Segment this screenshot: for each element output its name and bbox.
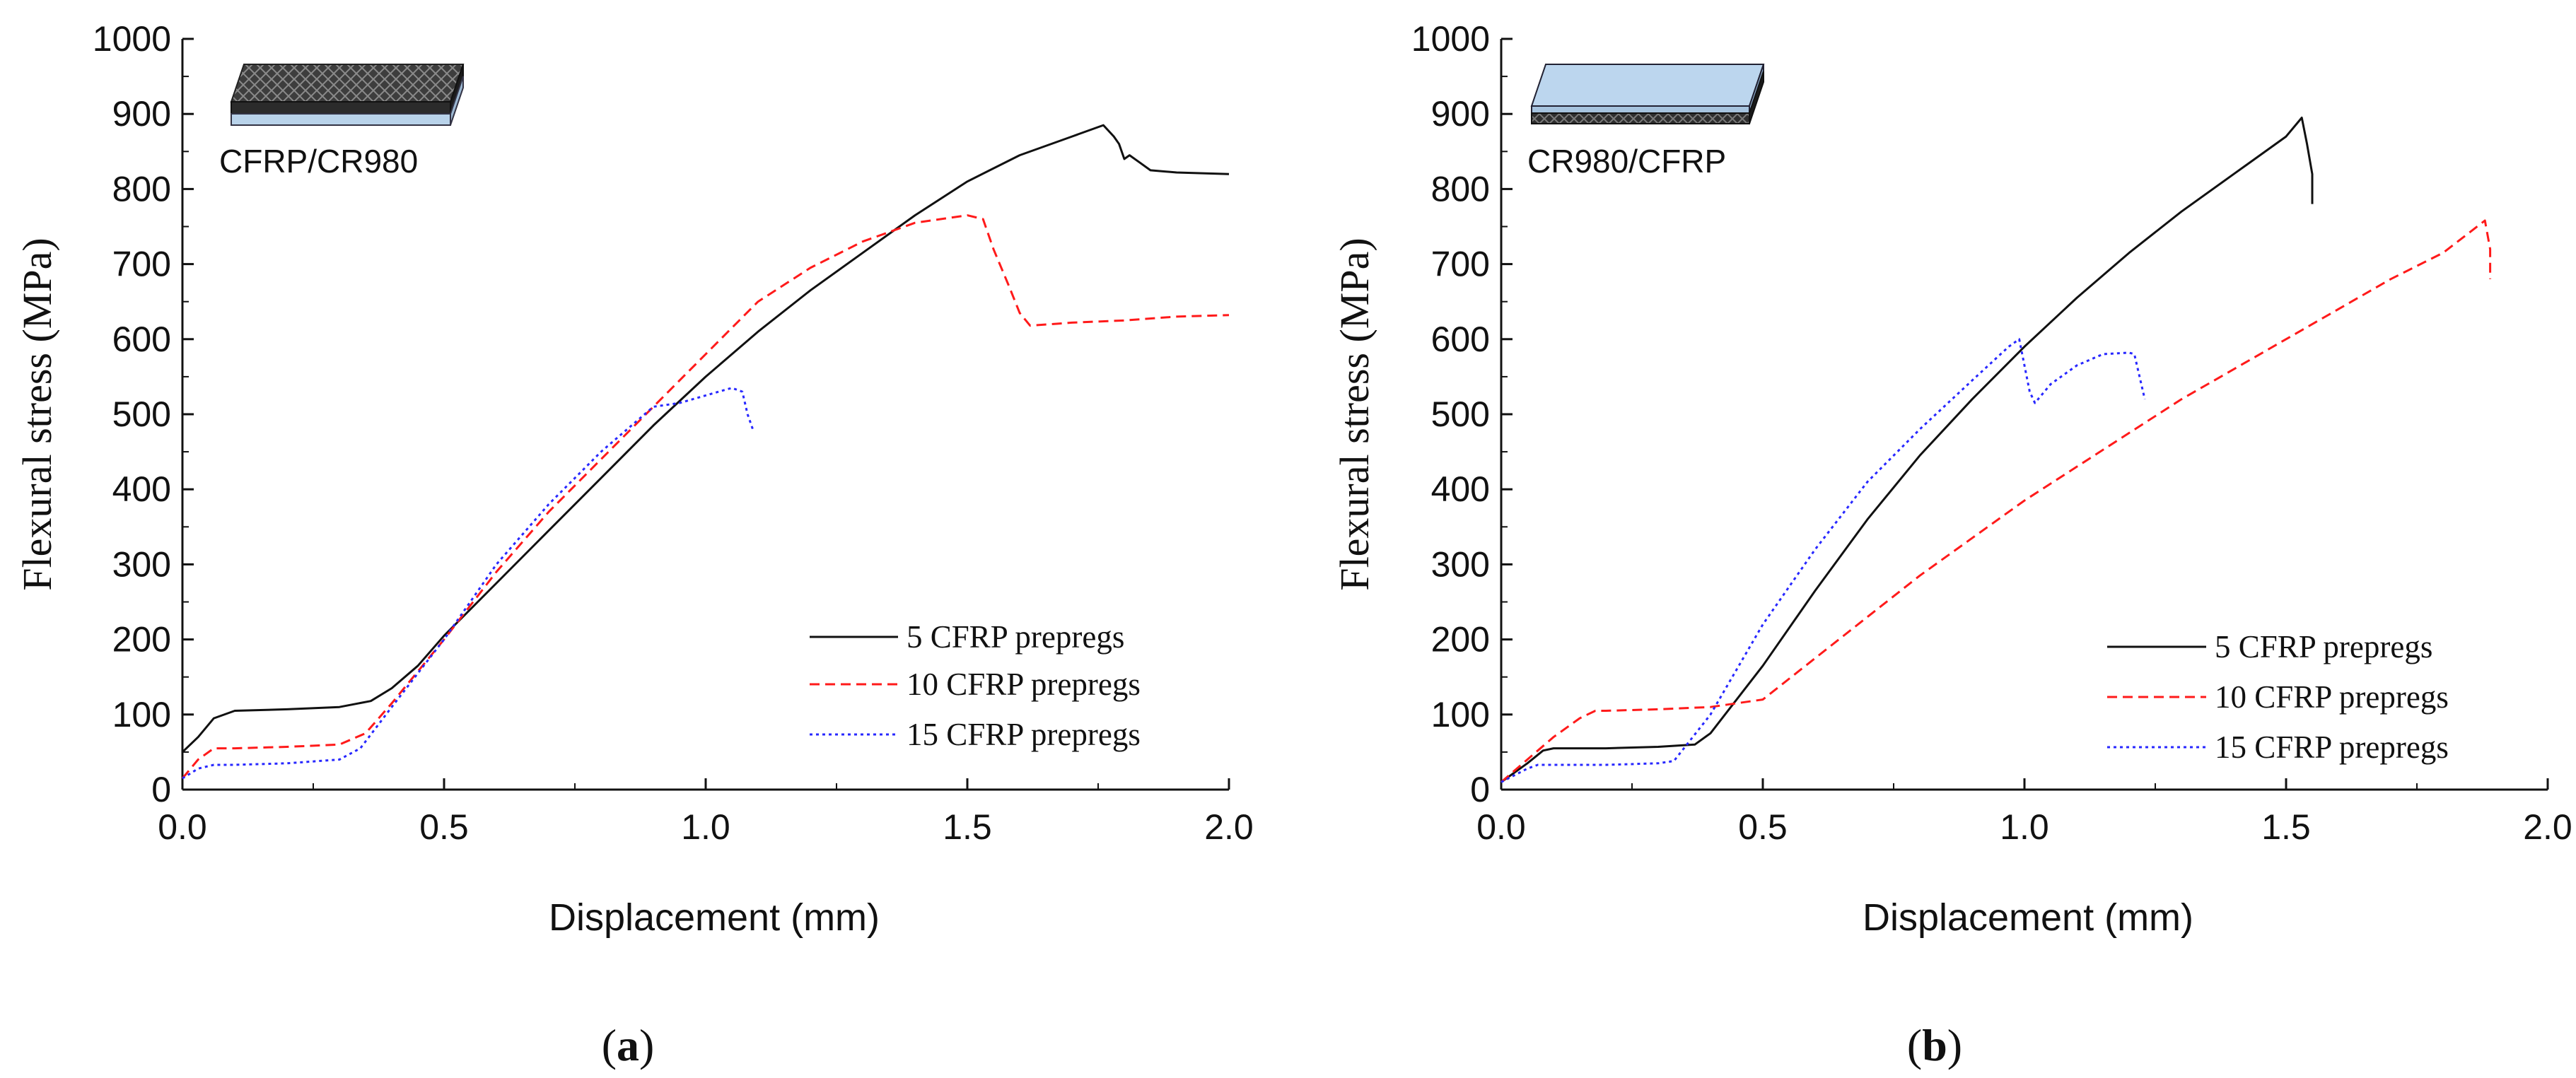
- series-5-cfrp-line-a: [181, 124, 1230, 753]
- series-10-cfrp-line-a: [181, 214, 1230, 780]
- legend-b: 5 CFRP prepregs 10 CFRP prepregs 15 CFRP…: [2107, 629, 2449, 765]
- x-tick-label-a: 2.0: [1204, 807, 1254, 847]
- legend-label-10-a: 10 CFRP prepregs: [907, 667, 1141, 702]
- y-tick-label-a: 700: [112, 245, 171, 284]
- y-tick-label-b: 500: [1431, 394, 1490, 434]
- plot-area-a: 0 100 200 300 400 500 600 700 800 900 1000 0.0 0.5 1.…: [93, 19, 1254, 847]
- x-tick-label-a: 1.5: [943, 807, 992, 847]
- chart-panel-b: 0 100 200 300 400 500 600 700 800 900 1000 0.0 0.5 1.…: [1331, 19, 2572, 1070]
- y-tick-label-b: 700: [1431, 245, 1490, 284]
- laminate-inset-a: CFRP/CR980: [219, 64, 465, 180]
- y-tick-label-b: 0: [1470, 770, 1490, 809]
- x-axis-title-a: Displacement (mm): [549, 896, 880, 939]
- y-tick-label-b: 200: [1431, 620, 1490, 660]
- panel-label-a: (a): [602, 1020, 655, 1070]
- y-tick-label-a: 800: [112, 169, 171, 209]
- series-15-cfrp-line-a: [182, 387, 754, 780]
- y-tick-label-a: 300: [112, 544, 171, 584]
- y-axis-title-b: Flexural stress (MPa): [1331, 238, 1377, 590]
- y-tick-label-b: 800: [1431, 169, 1490, 209]
- chart-panel-a: 0 100 200 300 400 500 600 700 800 900 1000 0.0 0.5 1.…: [14, 19, 1254, 1070]
- x-tick-label-b: 0.0: [1476, 807, 1526, 847]
- y-tick-label-b: 1000: [1411, 19, 1490, 59]
- x-tick-label-a: 0.0: [158, 807, 207, 847]
- plot-area-b: 0 100 200 300 400 500 600 700 800 900 1000 0.0 0.5 1.…: [1411, 19, 2572, 847]
- y-tick-label-b: 100: [1431, 695, 1490, 734]
- series-5-cfrp-line-b: [1500, 117, 2314, 783]
- y-axis-title-a: Flexural stress (MPa): [14, 238, 60, 590]
- y-tick-label-a: 900: [112, 94, 171, 134]
- legend-label-10-b: 10 CFRP prepregs: [2215, 679, 2449, 715]
- x-tick-label-a: 0.5: [419, 807, 469, 847]
- x-axis-title-b: Displacement (mm): [1863, 896, 2193, 939]
- legend-a: 5 CFRP prepregs 10 CFRP prepregs 15 CFRP…: [810, 619, 1141, 752]
- cfrp-top-laminate-icon: [230, 64, 465, 126]
- series-15-cfrp-line-b: [1500, 338, 2146, 783]
- x-tick-label-a: 1.0: [681, 807, 730, 847]
- y-tick-label-a: 0: [151, 770, 171, 809]
- y-tick-label-b: 600: [1431, 320, 1490, 359]
- y-tick-label-a: 1000: [93, 19, 171, 59]
- x-tick-label-b: 1.0: [2000, 807, 2049, 847]
- legend-label-15-b: 15 CFRP prepregs: [2215, 730, 2449, 765]
- panel-label-b: (b): [1907, 1020, 1962, 1070]
- legend-label-15-a: 15 CFRP prepregs: [907, 717, 1141, 752]
- legend-label-5-b: 5 CFRP prepregs: [2215, 629, 2432, 664]
- legend-label-5-a: 5 CFRP prepregs: [907, 619, 1124, 655]
- x-tick-label-b: 1.5: [2261, 807, 2311, 847]
- series-10-cfrp-line-b: [1500, 219, 2492, 783]
- y-tick-label-a: 600: [112, 320, 171, 359]
- inset-label-b: CR980/CFRP: [1527, 143, 1726, 180]
- x-tick-label-b: 0.5: [1738, 807, 1788, 847]
- y-tick-label-a: 100: [112, 695, 171, 734]
- y-tick-label-a: 500: [112, 394, 171, 434]
- y-tick-label-b: 900: [1431, 94, 1490, 134]
- laminate-inset-b: CR980/CFRP: [1527, 64, 1765, 180]
- y-tick-label-a: 200: [112, 620, 171, 660]
- metal-top-laminate-icon: [1530, 64, 1765, 124]
- inset-label-a: CFRP/CR980: [219, 143, 418, 180]
- y-tick-label-a: 400: [112, 469, 171, 509]
- y-tick-label-b: 300: [1431, 544, 1490, 584]
- y-tick-label-b: 400: [1431, 469, 1490, 509]
- x-tick-label-b: 2.0: [2523, 807, 2572, 847]
